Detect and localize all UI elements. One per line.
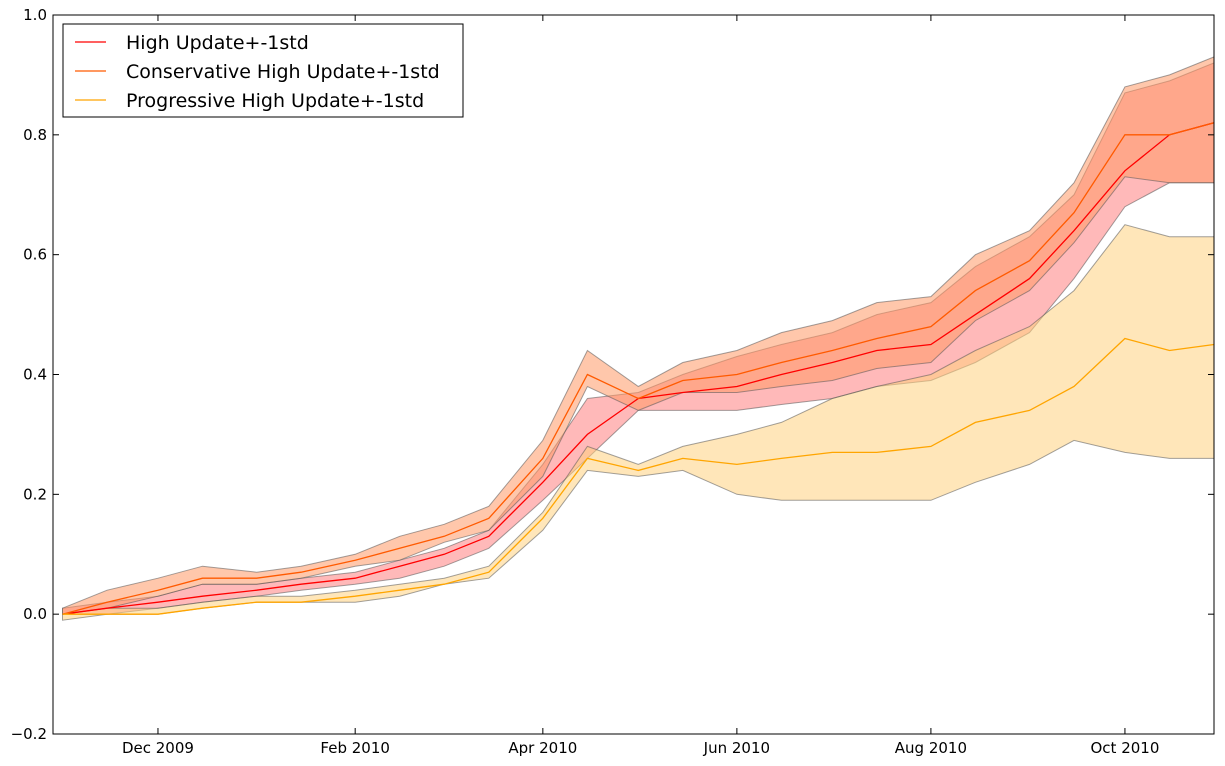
y-axis: −0.2 0.0 0.2 0.4 0.6 0.8 1.0 — [11, 6, 1214, 743]
line-series-3 — [62, 337, 1215, 615]
y-tick-label: 1.0 — [23, 6, 47, 24]
legend-label: High Update+-1std — [126, 32, 309, 54]
y-tick-label: −0.2 — [11, 725, 47, 743]
y-tick-label: 0.2 — [23, 485, 47, 503]
legend: High Update+-1std Conservative High Updat… — [62, 23, 464, 118]
series-lines — [62, 122, 1215, 615]
x-tick-label: Apr 2010 — [508, 739, 577, 757]
legend-label: Progressive High Update+-1std — [126, 90, 424, 112]
y-tick-label: 0.8 — [23, 126, 47, 144]
legend-box — [62, 23, 464, 118]
y-tick-label: 0.6 — [23, 246, 47, 264]
legend-label: Conservative High Update+-1std — [126, 61, 440, 83]
x-tick-label: Aug 2010 — [895, 739, 967, 757]
x-tick-label: Oct 2010 — [1090, 739, 1159, 757]
x-axis: Dec 2009 Feb 2010 Apr 2010 Jun 2010 Aug 2010… — [122, 15, 1159, 757]
confidence-bands — [62, 56, 1215, 621]
line-series-2 — [62, 122, 1215, 615]
x-tick-label: Dec 2009 — [122, 739, 194, 757]
y-tick-label: 0.4 — [23, 366, 47, 384]
x-tick-label: Jun 2010 — [703, 739, 770, 757]
y-tick-label: 0.0 — [23, 605, 47, 623]
x-tick-label: Feb 2010 — [320, 739, 390, 757]
